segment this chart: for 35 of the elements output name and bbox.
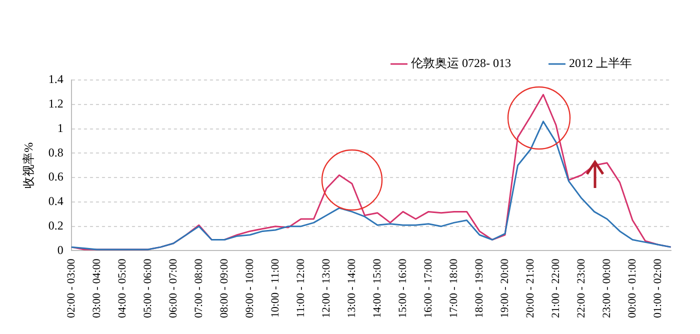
x-tick-label: 22:00 - 23:00 xyxy=(575,258,588,318)
x-tick-label: 05:00 - 06:00 xyxy=(142,258,154,318)
y-tick-label: 0.2 xyxy=(48,218,64,232)
x-tick-label: 15:00 - 16:00 xyxy=(396,258,409,318)
x-tick-label: 12:00 - 13:00 xyxy=(320,258,332,318)
x-tick-label: 10:00 - 11:00 xyxy=(269,258,282,318)
y-axis-title: 收视率% xyxy=(21,142,36,188)
x-tick-label: 09:00 - 10:00 xyxy=(244,258,256,318)
x-tick-label: 23:00 - 00:00 xyxy=(600,258,613,318)
x-tick-label: 04:00 - 05:00 xyxy=(116,258,128,318)
y-tick-label: 1.2 xyxy=(48,96,64,111)
y-tick-label: 0.8 xyxy=(48,145,64,160)
y-tick-label: 0 xyxy=(57,242,64,257)
x-tick-label: 02:00 - 03:00 xyxy=(65,258,78,318)
x-tick-label: 00:00 - 01:00 xyxy=(626,258,638,318)
legend-label: 2012 上半年 xyxy=(569,56,632,70)
x-tick-label: 21:00 - 22:00 xyxy=(550,258,562,318)
y-tick-label: 0.4 xyxy=(48,194,64,208)
x-tick-label: 01:00 - 02:00 xyxy=(652,258,664,318)
y-tick-label: 1 xyxy=(57,120,64,135)
legend-label: 伦敦奥运 0728- 013 xyxy=(411,56,512,70)
x-tick-label: 18:00 - 19:00 xyxy=(473,258,486,318)
x-tick-label: 06:00 - 07:00 xyxy=(167,258,180,318)
x-tick-label: 13:00 - 14:00 xyxy=(346,258,358,318)
x-tick-label: 16:00 - 17:00 xyxy=(422,258,434,318)
x-tick-label: 20:00 - 21:00 xyxy=(524,258,536,318)
x-tick-label: 19:00 - 20:00 xyxy=(498,258,511,318)
y-tick-label: 0.6 xyxy=(48,170,64,184)
x-tick-label: 17:00 - 18:00 xyxy=(448,258,460,318)
x-tick-label: 14:00 - 15:00 xyxy=(371,258,384,318)
x-tick-label: 07:00 - 08:00 xyxy=(192,258,205,318)
x-tick-label: 08:00 - 09:00 xyxy=(218,258,230,318)
x-tick-label: 11:00 - 12:00 xyxy=(294,258,307,318)
y-tick-label: 1.4 xyxy=(48,72,64,86)
x-tick-label: 03:00 - 04:00 xyxy=(90,258,103,318)
